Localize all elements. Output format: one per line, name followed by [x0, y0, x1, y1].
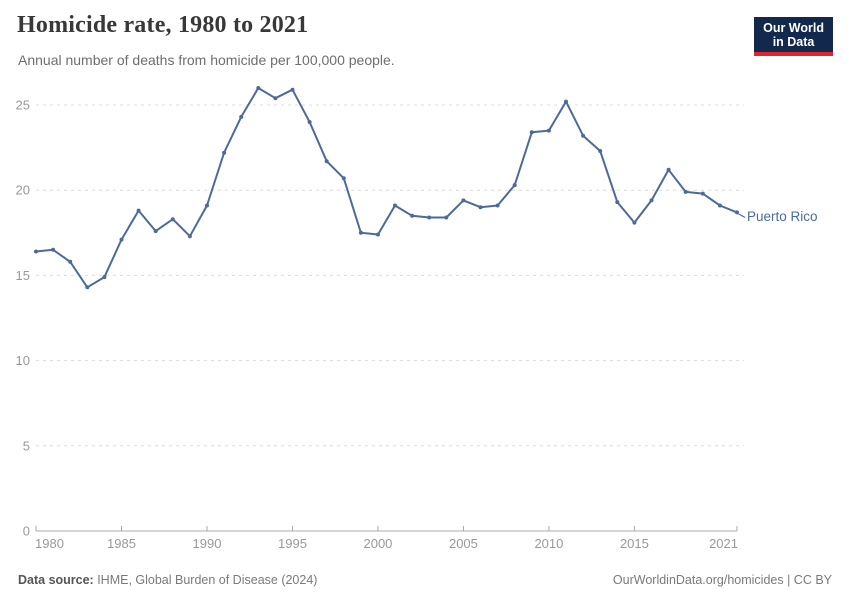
- data-point-1984: [102, 275, 107, 280]
- data-point-2005: [461, 198, 466, 203]
- owid-logo-line1: Our World: [763, 21, 824, 35]
- data-point-2009: [529, 130, 534, 135]
- page-title: Homicide rate, 1980 to 2021: [17, 12, 309, 38]
- data-point-2021: [735, 210, 739, 215]
- chart-subtitle: Annual number of deaths from homicide pe…: [18, 52, 395, 68]
- data-point-1992: [239, 114, 244, 119]
- y-axis-label-10: 10: [16, 353, 30, 368]
- data-point-1993: [256, 86, 261, 90]
- y-axis-label-5: 5: [23, 438, 30, 453]
- x-axis-label-1995: 1995: [278, 536, 307, 551]
- data-point-2010: [546, 128, 551, 133]
- data-point-2007: [495, 203, 500, 208]
- data-point-2019: [700, 191, 705, 196]
- x-axis-label-2000: 2000: [363, 536, 392, 551]
- data-point-1987: [153, 229, 158, 234]
- data-point-1981: [51, 247, 56, 252]
- data-point-1980: [34, 249, 38, 254]
- y-axis-label-0: 0: [23, 524, 30, 539]
- owid-logo-line2: in Data: [772, 35, 815, 49]
- x-axis-label-1985: 1985: [107, 536, 136, 551]
- series-end-label: Puerto Rico: [747, 209, 818, 224]
- data-point-1994: [273, 96, 278, 101]
- data-point-2017: [666, 167, 671, 172]
- data-point-1998: [341, 176, 346, 181]
- y-axis-label-20: 20: [16, 183, 30, 198]
- x-axis-label-1980: 1980: [35, 536, 64, 551]
- data-point-2011: [564, 99, 568, 104]
- data-point-2001: [393, 203, 397, 208]
- attribution-link[interactable]: OurWorldinData.org/homicides | CC BY: [612, 573, 832, 587]
- y-axis-label-25: 25: [16, 98, 30, 113]
- data-point-1988: [170, 217, 175, 222]
- data-point-1989: [187, 234, 192, 239]
- owid-logo[interactable]: Our World in Data: [754, 17, 833, 56]
- end-label-connector: [738, 213, 746, 218]
- data-point-1982: [68, 259, 73, 264]
- data-point-1985: [119, 237, 124, 242]
- data-point-2002: [410, 213, 415, 218]
- data-point-2014: [615, 200, 620, 205]
- data-point-2000: [376, 232, 380, 237]
- data-point-2013: [598, 149, 603, 153]
- data-point-2004: [444, 215, 449, 220]
- x-axis-label-2005: 2005: [449, 536, 478, 551]
- data-point-2016: [649, 198, 654, 203]
- data-point-1999: [358, 230, 363, 235]
- data-point-2015: [632, 220, 637, 225]
- data-point-1983: [85, 285, 90, 290]
- data-point-2018: [683, 189, 688, 194]
- data-point-2006: [478, 205, 483, 210]
- data-point-1996: [307, 120, 312, 124]
- x-axis-label-2010: 2010: [534, 536, 563, 551]
- series-line-puerto-rico: [35, 87, 738, 289]
- data-point-1997: [324, 159, 329, 164]
- data-source-text: IHME, Global Burden of Disease (2024): [93, 573, 318, 587]
- x-axis-label-2015: 2015: [620, 536, 649, 551]
- data-point-1995: [290, 87, 295, 92]
- data-point-1990: [205, 203, 209, 208]
- x-axis-label-1990: 1990: [193, 536, 222, 551]
- chart-footer: Data source: IHME, Global Burden of Dise…: [18, 573, 832, 587]
- data-source: Data source: IHME, Global Burden of Dise…: [18, 573, 317, 587]
- data-source-label: Data source:: [18, 573, 94, 587]
- data-point-2020: [717, 203, 722, 208]
- data-point-2003: [427, 215, 432, 220]
- data-point-1991: [222, 150, 227, 155]
- data-point-1986: [136, 208, 141, 213]
- data-point-2012: [581, 133, 586, 138]
- y-axis-label-15: 15: [16, 268, 30, 283]
- x-axis-label-2021: 2021: [709, 536, 738, 551]
- data-point-2008: [512, 183, 517, 188]
